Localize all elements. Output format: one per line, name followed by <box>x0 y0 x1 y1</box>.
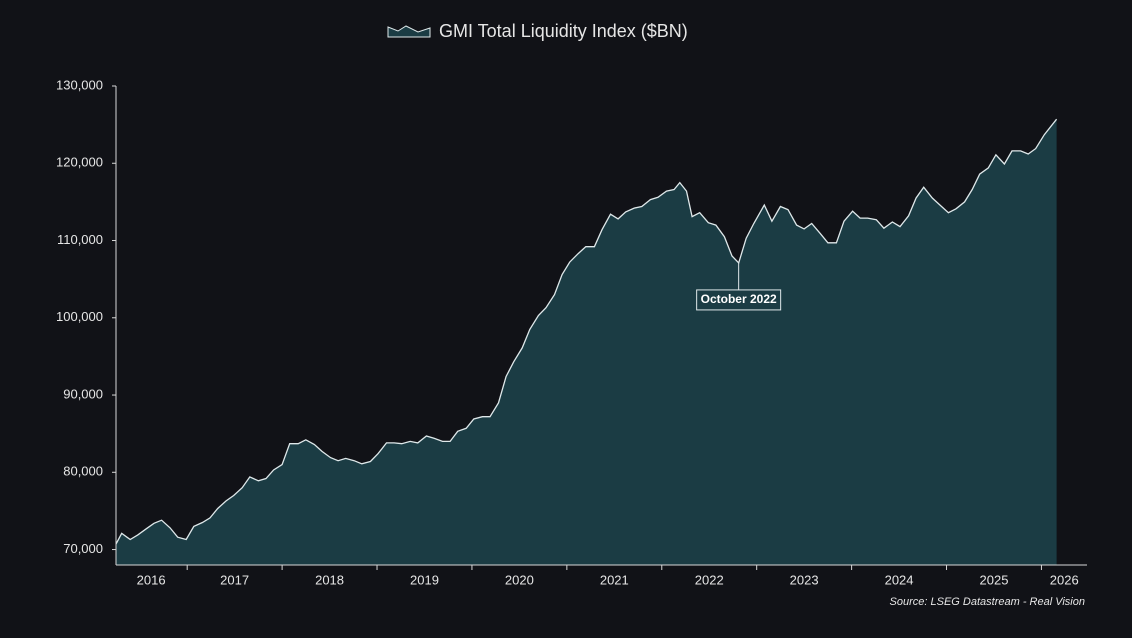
annotation-label: October 2022 <box>701 292 777 306</box>
y-tick-label: 120,000 <box>56 155 103 170</box>
area-fill <box>116 119 1057 565</box>
x-tick-label: 2024 <box>885 572 914 587</box>
y-tick-label: 100,000 <box>56 309 103 324</box>
x-tick-label: 2016 <box>137 572 166 587</box>
annotation-box <box>696 289 782 311</box>
x-tick-label: 2021 <box>600 572 629 587</box>
x-tick-label: 2018 <box>315 572 344 587</box>
x-tick-label: 2026 <box>1050 572 1079 587</box>
y-tick-label: 80,000 <box>63 464 103 479</box>
legend-label: GMI Total Liquidity Index ($BN) <box>439 21 688 41</box>
x-tick-label: 2019 <box>410 572 439 587</box>
x-tick-label: 2020 <box>505 572 534 587</box>
y-tick-label: 110,000 <box>57 232 103 247</box>
source-note: Source: LSEG Datastream - Real Vision <box>890 596 1085 608</box>
x-tick-label: 2022 <box>695 572 724 587</box>
x-tick-label: 2017 <box>220 572 249 587</box>
x-tick-label: 2025 <box>980 572 1009 587</box>
y-tick-label: 90,000 <box>63 386 103 401</box>
legend-swatch <box>387 25 431 38</box>
y-tick-label: 130,000 <box>56 77 103 92</box>
y-tick-label: 70,000 <box>63 541 103 556</box>
x-tick-label: 2023 <box>790 572 819 587</box>
area-line <box>115 118 1058 545</box>
